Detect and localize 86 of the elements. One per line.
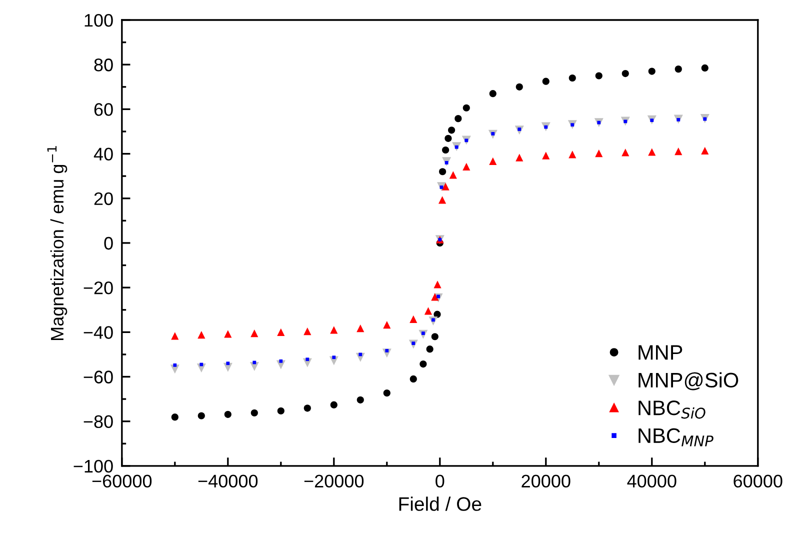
point bbox=[383, 320, 391, 329]
point bbox=[252, 360, 256, 364]
x-tick-label: 0 bbox=[436, 474, 444, 488]
point bbox=[304, 404, 311, 412]
y-tick-label: 100 bbox=[84, 14, 113, 27]
x-tick-label: −40000 bbox=[198, 474, 258, 488]
point bbox=[200, 362, 204, 366]
point bbox=[358, 352, 362, 356]
point bbox=[462, 162, 470, 171]
y-tick-label: −80 bbox=[84, 415, 113, 428]
y-axis-title: Magnetization / emu g$^{−1}$ bbox=[47, 146, 68, 340]
x-axis-title: Field / Oe bbox=[399, 496, 482, 511]
point bbox=[304, 327, 312, 336]
point bbox=[622, 148, 630, 156]
point bbox=[426, 346, 434, 353]
point bbox=[595, 72, 602, 80]
point bbox=[226, 362, 230, 366]
point bbox=[568, 150, 576, 158]
point bbox=[674, 66, 682, 73]
point bbox=[542, 152, 550, 160]
point bbox=[462, 104, 470, 112]
point bbox=[420, 360, 427, 368]
x-tick-label: −60000 bbox=[92, 474, 152, 488]
point bbox=[171, 414, 178, 421]
point bbox=[356, 396, 364, 404]
point bbox=[454, 115, 462, 122]
point bbox=[442, 182, 450, 190]
x-tick-label: 60000 bbox=[734, 474, 782, 488]
point bbox=[516, 154, 524, 162]
point bbox=[622, 70, 629, 78]
point bbox=[542, 78, 550, 85]
point bbox=[198, 331, 206, 339]
point bbox=[277, 328, 285, 336]
y-tick-label: 40 bbox=[94, 148, 113, 161]
point bbox=[431, 333, 438, 340]
point bbox=[489, 90, 496, 98]
point bbox=[198, 412, 205, 420]
point bbox=[489, 157, 497, 165]
legend-label: MNP@SiO bbox=[638, 372, 738, 390]
point bbox=[674, 148, 682, 156]
x-tick-label: −20000 bbox=[304, 474, 364, 488]
y-tick-label: −40 bbox=[84, 326, 113, 339]
y-tick-label: −100 bbox=[74, 460, 113, 473]
point bbox=[224, 330, 232, 338]
point bbox=[332, 356, 336, 360]
point bbox=[171, 332, 179, 340]
point bbox=[595, 150, 603, 158]
point bbox=[277, 407, 284, 414]
point bbox=[356, 324, 364, 332]
point bbox=[279, 359, 283, 363]
legend-label: NBC$_{SiO}$ bbox=[638, 400, 706, 419]
point bbox=[648, 148, 656, 156]
point bbox=[648, 68, 656, 75]
legend-label: MNP bbox=[638, 345, 682, 360]
y-tick-label: −20 bbox=[84, 282, 113, 294]
point bbox=[448, 126, 456, 134]
point bbox=[439, 168, 446, 176]
legend-label: NBC$_{MNP}$ bbox=[638, 428, 714, 446]
point bbox=[410, 315, 418, 324]
point bbox=[250, 409, 258, 416]
point bbox=[424, 307, 432, 315]
x-tick-label: 20000 bbox=[522, 474, 570, 488]
point bbox=[568, 74, 576, 82]
point bbox=[224, 410, 232, 418]
point bbox=[701, 64, 708, 72]
point bbox=[383, 389, 390, 397]
y-tick-label: 60 bbox=[94, 103, 113, 116]
point bbox=[410, 375, 417, 383]
point bbox=[444, 134, 452, 142]
y-tick-label: −60 bbox=[84, 370, 113, 384]
point bbox=[442, 146, 450, 154]
point bbox=[330, 326, 338, 334]
point bbox=[434, 280, 442, 288]
y-tick-label: 20 bbox=[94, 192, 113, 206]
point bbox=[449, 171, 457, 179]
x-tick-label: 40000 bbox=[627, 474, 676, 488]
y-tick-label: 80 bbox=[94, 58, 113, 72]
point bbox=[385, 348, 389, 352]
point bbox=[516, 83, 523, 90]
point bbox=[306, 358, 310, 362]
point bbox=[173, 363, 177, 367]
point bbox=[330, 401, 338, 408]
point bbox=[701, 146, 709, 154]
y-tick-label: 0 bbox=[104, 236, 113, 250]
point bbox=[438, 196, 446, 204]
point bbox=[250, 329, 258, 338]
